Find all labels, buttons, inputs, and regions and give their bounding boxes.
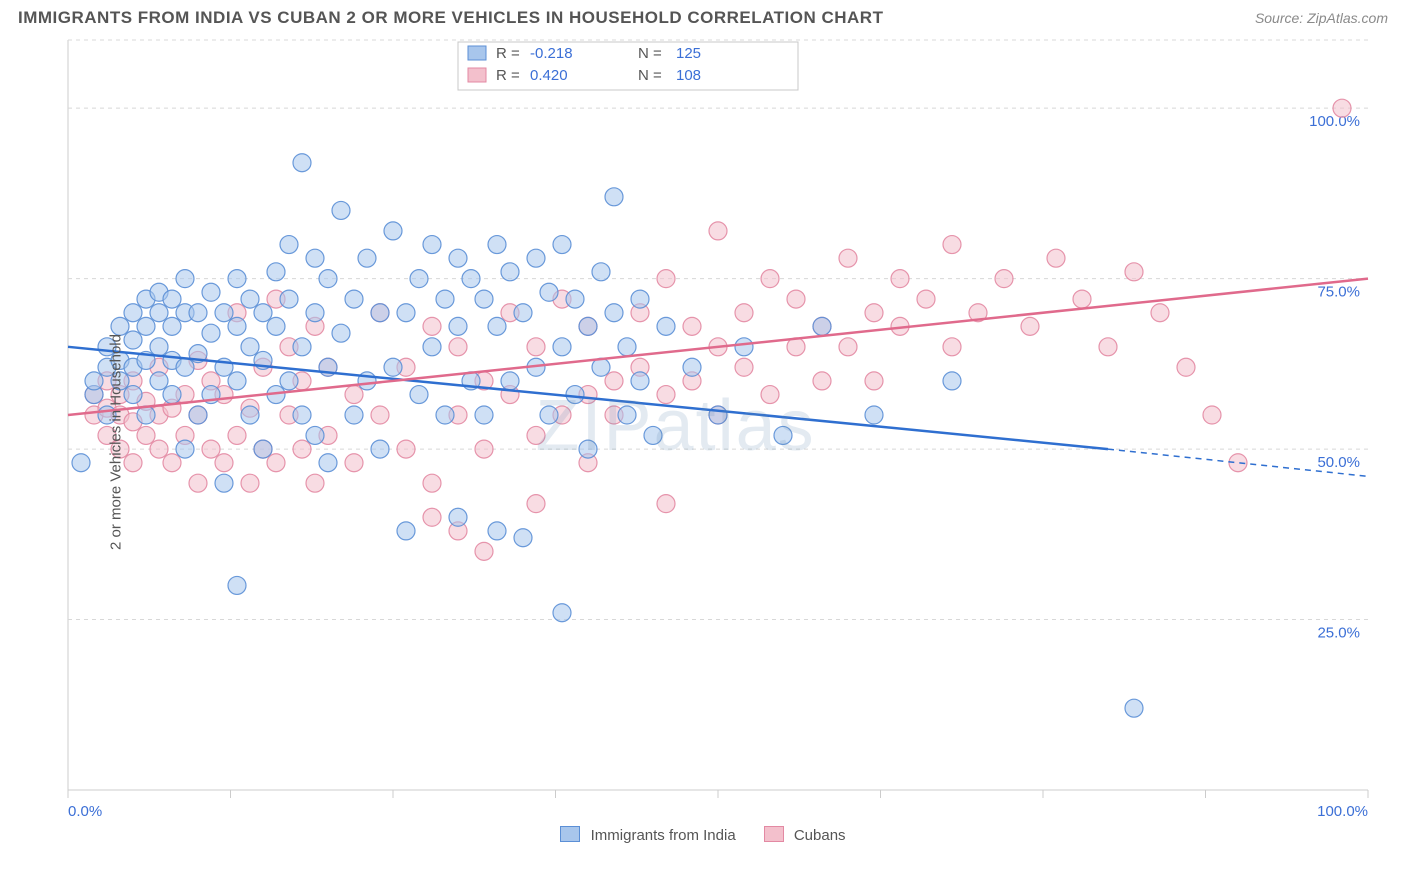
svg-text:N =: N = [638,45,662,62]
svg-text:-0.218: -0.218 [530,45,573,62]
svg-text:R =: R = [496,67,520,84]
legend-swatch-india [560,826,580,842]
svg-text:N =: N = [638,67,662,84]
svg-text:125: 125 [676,45,701,62]
chart-container: 2 or more Vehicles in Household ZIPatlas… [18,32,1388,852]
y-axis-label: 2 or more Vehicles in Household [107,334,124,550]
svg-text:0.420: 0.420 [530,67,568,84]
bottom-legend: Immigrants from India Cubans [18,826,1388,844]
svg-text:75.0%: 75.0% [1317,284,1360,301]
svg-text:50.0%: 50.0% [1317,454,1360,471]
legend-item-india: Immigrants from India [560,826,735,844]
chart-title: IMMIGRANTS FROM INDIA VS CUBAN 2 OR MORE… [18,8,883,28]
correlation-scatter-chart: 25.0% 50.0% 75.0% 100.0% 0.0% 100.0% R = -0.218… [18,32,1388,822]
source-attribution: Source: ZipAtlas.com [1255,10,1388,26]
svg-text:100.0%: 100.0% [1317,803,1368,820]
svg-text:108: 108 [676,67,701,84]
title-bar: IMMIGRANTS FROM INDIA VS CUBAN 2 OR MORE… [0,0,1406,32]
legend-label-cubans: Cubans [794,827,846,844]
svg-text:0.0%: 0.0% [68,803,102,820]
legend-swatch-cubans [764,826,784,842]
legend-label-india: Immigrants from India [591,827,736,844]
svg-text:100.0%: 100.0% [1309,113,1360,130]
svg-text:R =: R = [496,45,520,62]
legend-item-cubans: Cubans [764,826,846,844]
svg-text:25.0%: 25.0% [1317,625,1360,642]
